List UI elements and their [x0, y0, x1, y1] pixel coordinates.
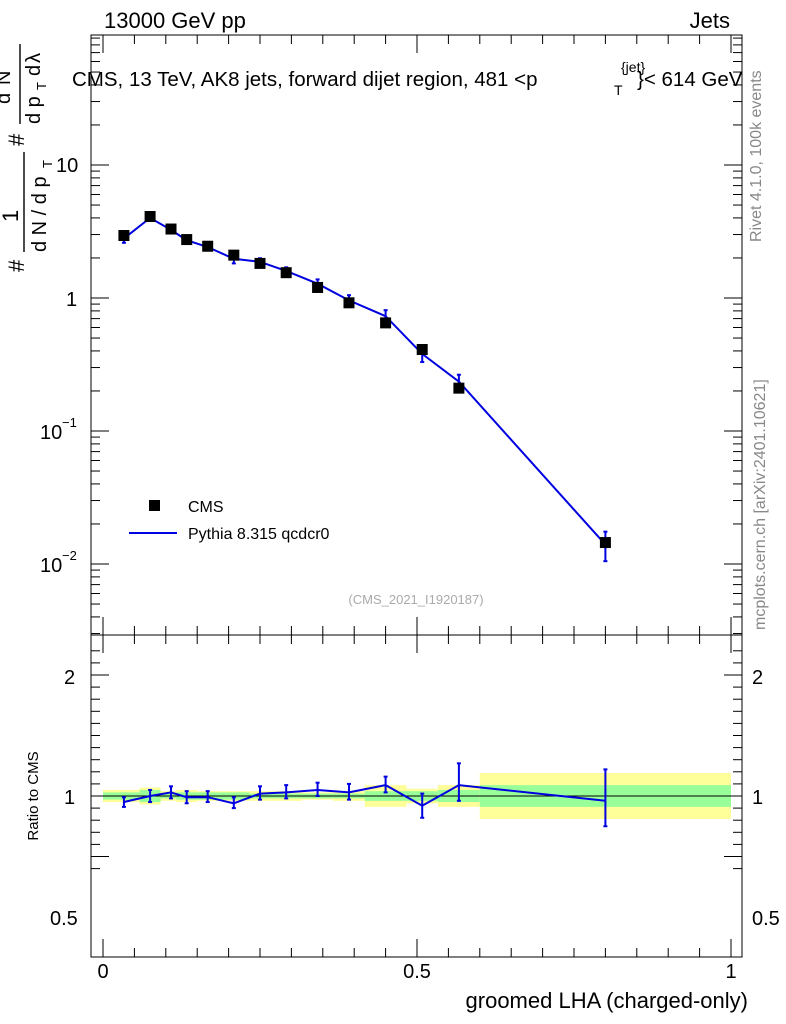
xtick-0: 0 [97, 961, 108, 983]
cms-data-point [343, 297, 355, 309]
cms-data-point [453, 382, 465, 394]
ratio-series [121, 762, 608, 828]
chart-title: CMS, 13 TeV, AK8 jets, forward dijet reg… [72, 59, 743, 98]
title-tail: }< 614 GeV [637, 68, 743, 91]
ylabel-lambda: λ [23, 53, 45, 63]
ylabel-dn-dpt: d N / d p [29, 176, 51, 252]
cms-data-point [280, 267, 292, 279]
rtick-left-0.5: 0.5 [50, 908, 78, 930]
ytick-0.01-base: 10 [40, 555, 62, 577]
cms-data-point [202, 240, 214, 252]
ratio-y-tick-labels: 2 1 0.5 2 1 0.5 [50, 667, 780, 930]
legend-mc-label: Pythia 8.315 qcdcr0 [188, 526, 330, 543]
rtick-left-1: 1 [64, 787, 75, 809]
mc-ratio-line [123, 784, 606, 807]
cms-data-point [599, 537, 611, 549]
cms-data-point [312, 281, 324, 293]
site-label: mcplots.cern.ch [arXiv:2401.10621] [752, 379, 769, 630]
legend: CMS Pythia 8.315 qcdcr0 [129, 499, 330, 543]
header-right: Jets [690, 8, 730, 33]
cms-data-point [181, 234, 193, 246]
rtick-right-1: 1 [752, 787, 763, 809]
ytick-0.1-base: 10 [40, 422, 62, 444]
title-sup: {jet} [621, 59, 645, 75]
ylabel-dp: d p [23, 96, 45, 124]
ylabel-one: 1 [0, 210, 23, 222]
y-axis-label: # 1 d N / d p T # d 2 N d p T d λ [0, 44, 55, 272]
ratio-bands [91, 773, 742, 819]
cms-data-point [165, 223, 177, 235]
cms-data-point [118, 230, 130, 242]
ylabel-d-lambda: d [23, 65, 45, 76]
header-left: 13000 GeV pp [104, 8, 246, 33]
main-series [118, 210, 611, 563]
ytick-0.01-exp: −2 [62, 548, 77, 563]
legend-cms-label: CMS [188, 499, 224, 516]
x-tick-labels: 0 0.5 1 [97, 961, 736, 983]
ytick-10: 10 [56, 155, 78, 177]
ylabel-d-top: d [0, 93, 15, 104]
rtick-left-2: 2 [64, 667, 75, 689]
rtick-right-0.5: 0.5 [752, 908, 780, 930]
ratio-ylabel: Ratio to CMS [25, 751, 42, 840]
ylabel-t-sub: T [40, 160, 55, 168]
cms-data-point [228, 249, 240, 261]
ytick-0.1-exp: −1 [62, 415, 77, 430]
ylabel-t-sub-2: T [34, 82, 49, 90]
rtick-right-2: 2 [752, 667, 763, 689]
cms-data-point [144, 210, 156, 222]
mc-line [123, 216, 607, 546]
title-sub: T [614, 82, 623, 98]
ylabel-hash-1: # [4, 259, 29, 272]
cms-data-point [254, 257, 266, 269]
x-axis-label: groomed LHA (charged-only) [466, 988, 748, 1013]
analysis-tag: (CMS_2021_I1920187) [348, 592, 483, 607]
ylabel-n-top: N [0, 71, 15, 85]
cms-data-point [416, 343, 428, 355]
xtick-1: 1 [725, 961, 736, 983]
ylabel-hash-2: # [4, 133, 29, 146]
legend-cms-marker [149, 500, 160, 511]
xtick-0.5: 0.5 [403, 961, 431, 983]
main-axis-ticks [91, 35, 742, 635]
rivet-label: Rivet 4.1.0, 100k events [748, 70, 765, 242]
cms-data-point [380, 317, 392, 329]
main-frame [90, 34, 743, 636]
title-main: CMS, 13 TeV, AK8 jets, forward dijet reg… [72, 68, 538, 91]
ylabel-two: 2 [0, 85, 3, 92]
ratio-axis-ticks [91, 635, 742, 957]
main-y-tick-labels: 10 1 10 −1 10 −2 [40, 155, 78, 577]
ytick-1: 1 [66, 289, 77, 311]
